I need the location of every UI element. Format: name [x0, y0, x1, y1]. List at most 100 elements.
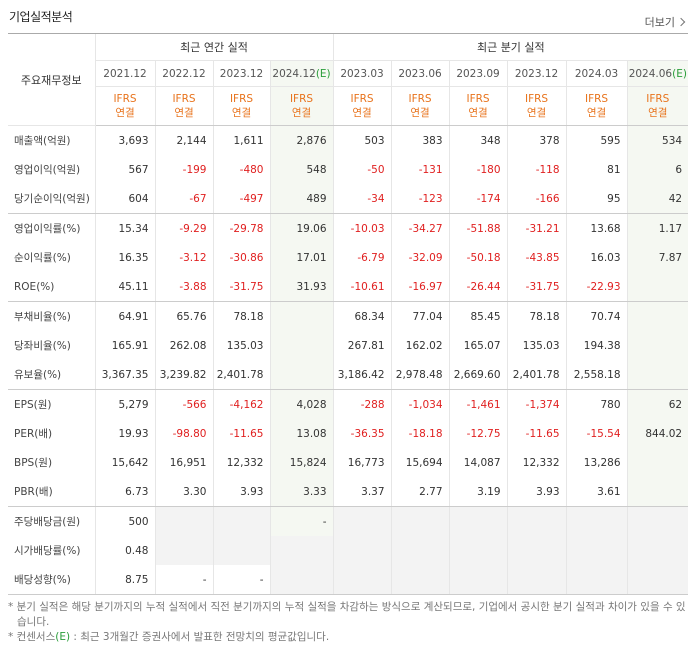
- data-cell: 135.03: [506, 331, 567, 360]
- data-cell: -1,034: [390, 389, 450, 419]
- group-header: 최근 연간 실적: [94, 33, 334, 61]
- consolidation: 연결: [291, 107, 312, 119]
- accounting-standard: IFRS: [466, 93, 490, 105]
- data-cell: 62: [626, 389, 689, 419]
- data-cell: -29.78: [212, 213, 270, 243]
- data-cell: 85.45: [448, 301, 508, 331]
- data-cell: -67: [154, 184, 213, 214]
- data-cell: -31.21: [506, 213, 567, 243]
- data-cell: 12,332: [506, 448, 567, 477]
- data-cell: 6: [626, 155, 689, 184]
- footnotes: * 분기 실적은 해당 분기까지의 누적 실적에서 직전 분기까지의 누적 실적…: [8, 600, 688, 645]
- period: 2023.03: [340, 67, 384, 80]
- data-cell: 1.17: [626, 213, 689, 243]
- estimate-mark: (E): [55, 631, 71, 643]
- row-label: 유보율(%): [8, 360, 95, 390]
- data-cell: 2,558.18: [565, 360, 628, 390]
- data-cell: [565, 506, 628, 536]
- data-cell: 348: [448, 125, 508, 155]
- data-cell: 15.34: [94, 213, 155, 243]
- section-title: 기업실적분석: [9, 10, 73, 24]
- data-row: PBR(배) 6.73 3.30 3.93 3.33 3.37 2.77 3.19 3.93 3.…: [8, 477, 689, 507]
- data-cell: -12.75: [448, 419, 508, 448]
- data-cell: 165.07: [448, 331, 508, 360]
- accounting-standard: IFRS: [113, 93, 137, 105]
- data-cell: -3.88: [154, 272, 213, 302]
- data-cell: 1,611: [212, 125, 270, 155]
- data-cell: 267.81: [332, 331, 392, 360]
- row-label: 부채비율(%): [14, 311, 71, 323]
- data-cell: 0.48: [94, 536, 155, 565]
- data-cell: [390, 536, 450, 565]
- data-cell: -16.97: [390, 272, 450, 302]
- header-row: 2021.12 2022.12 2023.12 2024.12(E) 2023.03 20…: [8, 60, 689, 87]
- row-label: 시가배당률(%): [14, 545, 81, 557]
- data-cell: [390, 565, 450, 595]
- data-cell: -11.65: [212, 419, 270, 448]
- data-cell: 64.91: [94, 301, 155, 331]
- data-row: ROE(%) 45.11 -3.88 -31.75 31.93 -10.61 -16.97-…: [8, 272, 689, 302]
- accounting-standard: IFRS: [584, 93, 609, 105]
- period-header: 2023.06: [390, 60, 450, 87]
- more-link[interactable]: 더보기: [645, 14, 684, 30]
- estimate-mark: (E): [672, 67, 687, 80]
- row-label: BPS(원): [14, 457, 53, 469]
- data-cell: [626, 536, 689, 565]
- period: 2023.12: [219, 67, 264, 80]
- data-cell: 2,876: [269, 125, 334, 155]
- data-cell: 81: [565, 155, 628, 184]
- data-cell: 534: [626, 125, 689, 155]
- accounting-standard: IFRS: [408, 93, 432, 105]
- data-cell: 12,332: [212, 448, 270, 477]
- data-cell: [332, 506, 392, 536]
- data-cell: 6.73: [94, 477, 155, 507]
- data-cell: [332, 565, 392, 595]
- row-label: EPS(원): [14, 399, 52, 411]
- data-cell: 3,239.82: [154, 360, 213, 390]
- data-cell: -180: [448, 155, 508, 184]
- row-label: 배당성향(%): [8, 565, 95, 595]
- data-cell: 3,367.35: [94, 360, 155, 390]
- data-cell: 3,186.42: [332, 360, 392, 390]
- period-header: 2024.03: [565, 60, 628, 87]
- data-cell: 19.93: [94, 419, 155, 448]
- row-label: 영업이익(억원): [14, 164, 81, 176]
- standard-header: IFRS 연결: [94, 86, 155, 126]
- data-cell: [565, 565, 628, 595]
- consolidation: 연결: [648, 107, 668, 119]
- data-cell: [448, 536, 508, 565]
- data-cell: 2,144: [154, 125, 213, 155]
- data-cell: -50.18: [448, 243, 508, 272]
- data-cell: -: [212, 565, 270, 595]
- data-cell: -1,374: [506, 389, 567, 419]
- header-row: 주요재무정보 최근 연간 실적 최근 분기 실적: [8, 33, 689, 126]
- data-cell: -566: [154, 389, 213, 419]
- data-cell: 378: [506, 125, 567, 155]
- data-cell: -34.27: [390, 213, 450, 243]
- data-cell: -118: [506, 155, 567, 184]
- data-cell: 2,978.48: [390, 360, 450, 390]
- data-cell: 19.06: [269, 213, 334, 243]
- period-header: 2023.03: [332, 60, 392, 87]
- data-cell: 2,669.60: [448, 360, 508, 390]
- data-row: 배당성향(%) 8.75- -: [8, 565, 689, 595]
- period: 2024.12: [272, 67, 316, 80]
- data-cell: 16,773: [332, 448, 392, 477]
- period: 2024.06: [628, 67, 673, 80]
- row-label: 매출액(억원): [14, 135, 71, 147]
- data-cell: 3.61: [565, 477, 628, 507]
- consolidation: 연결: [231, 107, 252, 119]
- data-cell: 165.91: [94, 331, 155, 360]
- data-row: EPS(원) 5,279 -566 -4,162 4,028 -288 -1,034 -1,4…: [8, 389, 689, 419]
- data-cell: -131: [390, 155, 450, 184]
- data-cell: 15,694: [390, 448, 450, 477]
- consolidation: 연결: [468, 107, 488, 119]
- data-cell: -31.75: [212, 272, 270, 302]
- data-cell: -32.09: [390, 243, 450, 272]
- data-cell: 70.74: [565, 301, 628, 331]
- data-cell: 31.93: [269, 272, 334, 302]
- data-cell: -166: [506, 184, 567, 214]
- data-cell: -22.93: [565, 272, 628, 302]
- data-cell: 3.33: [269, 477, 334, 507]
- consolidation: 연결: [352, 107, 372, 119]
